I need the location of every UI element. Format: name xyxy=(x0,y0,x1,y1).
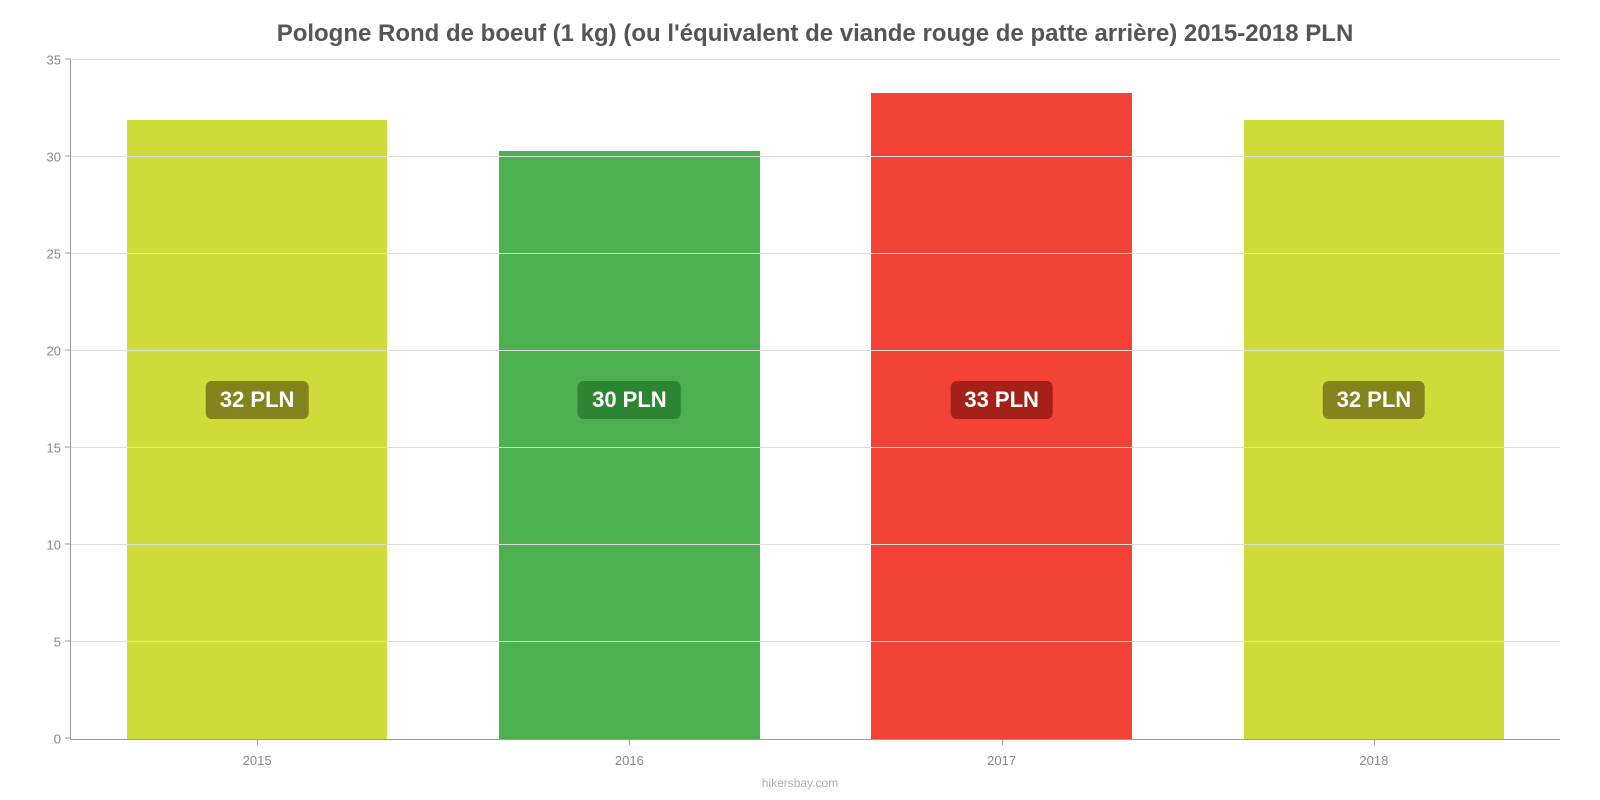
bar-slot: 30 PLN2016 xyxy=(443,60,815,739)
y-tick-label: 0 xyxy=(54,732,61,747)
y-tick-label: 10 xyxy=(47,538,61,553)
y-gridline xyxy=(71,447,1560,448)
y-tick-mark xyxy=(65,641,71,642)
y-tick-mark xyxy=(65,59,71,60)
bar-value-badge: 32 PLN xyxy=(206,381,309,419)
x-tick-label: 2018 xyxy=(1359,753,1388,768)
y-tick-label: 30 xyxy=(47,150,61,165)
bar-value-badge: 32 PLN xyxy=(1323,381,1426,419)
y-tick-label: 20 xyxy=(47,344,61,359)
y-gridline xyxy=(71,350,1560,351)
x-tick-mark xyxy=(257,739,258,745)
y-tick-mark xyxy=(65,544,71,545)
x-tick-mark xyxy=(1374,739,1375,745)
y-gridline xyxy=(71,156,1560,157)
attribution-text: hikersbay.com xyxy=(0,776,1600,790)
y-tick-mark xyxy=(65,253,71,254)
x-tick-mark xyxy=(1002,739,1003,745)
chart-container: Pologne Rond de boeuf (1 kg) (ou l'équiv… xyxy=(0,0,1600,800)
y-tick-mark xyxy=(65,738,71,739)
y-tick-mark xyxy=(65,447,71,448)
y-gridline xyxy=(71,641,1560,642)
y-tick-label: 25 xyxy=(47,247,61,262)
y-gridline xyxy=(71,59,1560,60)
y-gridline xyxy=(71,253,1560,254)
bar-value-badge: 30 PLN xyxy=(578,381,681,419)
y-tick-mark xyxy=(65,350,71,351)
x-tick-label: 2016 xyxy=(615,753,644,768)
plot-area: 32 PLN201530 PLN201633 PLN201732 PLN2018… xyxy=(70,60,1560,740)
y-tick-label: 15 xyxy=(47,441,61,456)
x-tick-label: 2015 xyxy=(243,753,272,768)
y-gridline xyxy=(71,544,1560,545)
y-tick-mark xyxy=(65,156,71,157)
chart-title: Pologne Rond de boeuf (1 kg) (ou l'équiv… xyxy=(70,20,1560,48)
bar: 30 PLN xyxy=(499,151,760,739)
bar-slot: 33 PLN2017 xyxy=(816,60,1188,739)
y-tick-label: 5 xyxy=(54,635,61,650)
bars-row: 32 PLN201530 PLN201633 PLN201732 PLN2018 xyxy=(71,60,1560,739)
y-tick-label: 35 xyxy=(47,53,61,68)
bar: 32 PLN xyxy=(1244,120,1505,739)
bar: 32 PLN xyxy=(127,120,388,739)
x-tick-mark xyxy=(629,739,630,745)
x-tick-label: 2017 xyxy=(987,753,1016,768)
bar-slot: 32 PLN2015 xyxy=(71,60,443,739)
bar-slot: 32 PLN2018 xyxy=(1188,60,1560,739)
bar: 33 PLN xyxy=(871,93,1132,739)
bar-value-badge: 33 PLN xyxy=(950,381,1053,419)
